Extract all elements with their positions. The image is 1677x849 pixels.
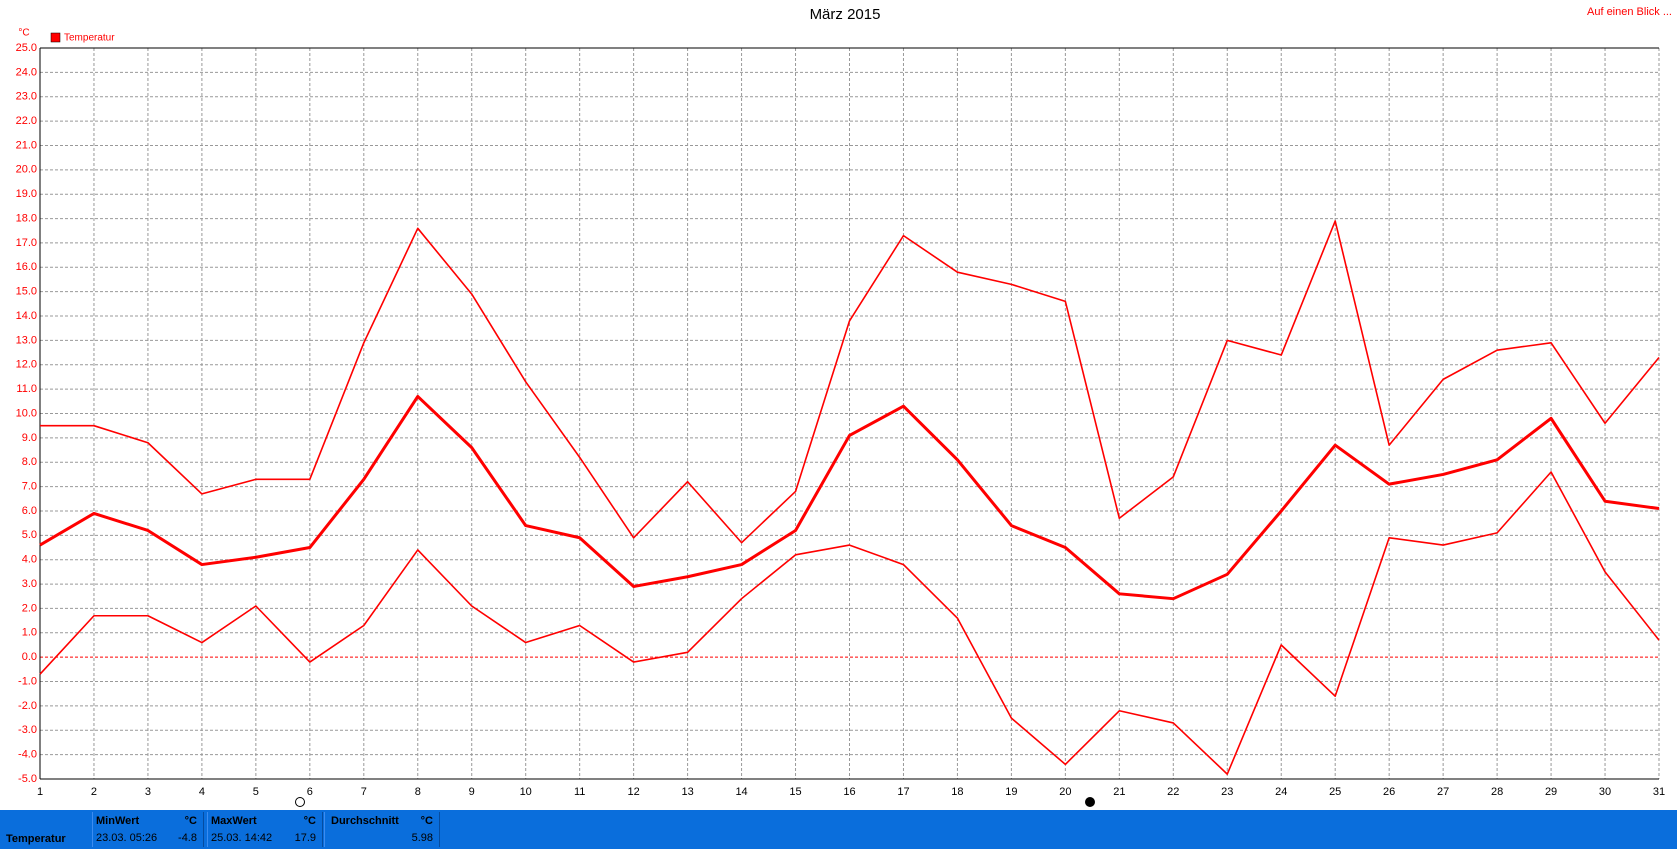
max-unit: °C <box>303 815 316 827</box>
y-tick-label: 6.0 <box>22 505 37 517</box>
x-tick-label: 31 <box>1653 786 1665 798</box>
max-cell: MaxWert °C 25.03. 14:42 17.9 <box>207 812 323 847</box>
x-tick-label: 30 <box>1599 786 1611 798</box>
x-tick-label: 9 <box>469 786 475 798</box>
y-tick-label: 8.0 <box>22 456 37 468</box>
x-tick-label: 27 <box>1437 786 1449 798</box>
link[interactable]: Auf einen Blick ... <box>1587 6 1672 18</box>
x-tick-label: 18 <box>951 786 963 798</box>
x-tick-label: 20 <box>1059 786 1071 798</box>
x-tick-label: 17 <box>897 786 909 798</box>
avg-value: 5.98 <box>411 832 433 844</box>
x-tick-label: 15 <box>789 786 801 798</box>
y-tick-label: -2.0 <box>18 700 37 712</box>
series-line <box>40 220 1660 544</box>
x-tick-label: 24 <box>1275 786 1287 798</box>
x-tick-label: 3 <box>145 786 151 798</box>
x-tick-label: 16 <box>843 786 855 798</box>
y-tick-label: 24.0 <box>16 66 37 78</box>
y-tick-label: 18.0 <box>16 212 37 224</box>
y-tick-label: -5.0 <box>18 773 37 785</box>
y-tick-label: 19.0 <box>16 188 37 200</box>
min-value: -4.8 <box>178 832 197 844</box>
avg-cell: Durchschnitt °C 5.98 <box>324 812 440 847</box>
x-tick-label: 11 <box>574 786 585 798</box>
y-tick-label: 9.0 <box>22 432 37 444</box>
x-tick-label: 13 <box>681 786 693 798</box>
max-title: MaxWert <box>211 815 257 827</box>
y-tick-label: 14.0 <box>16 310 37 322</box>
x-tick-label: 14 <box>735 786 747 798</box>
y-tick-label: 1.0 <box>22 627 37 639</box>
x-tick-label: 23 <box>1221 786 1233 798</box>
x-tick-label: 7 <box>361 786 367 798</box>
y-tick-label: -1.0 <box>18 675 37 687</box>
y-unit: °C <box>18 28 29 39</box>
min-title: MinWert <box>96 815 140 827</box>
chart-title: März 2015 <box>810 6 881 23</box>
x-tick-label: 8 <box>415 786 421 798</box>
moon-icon <box>1085 797 1095 807</box>
y-tick-label: 21.0 <box>16 139 37 151</box>
y-tick-label: -4.0 <box>18 749 37 761</box>
x-tick-label: 6 <box>307 786 313 798</box>
avg-unit: °C <box>420 815 433 827</box>
x-tick-label: 29 <box>1545 786 1557 798</box>
x-tick-label: 25 <box>1329 786 1341 798</box>
max-value: 17.9 <box>294 832 316 844</box>
y-tick-label: 16.0 <box>16 261 37 273</box>
x-tick-label: 12 <box>628 786 640 798</box>
y-tick-label: 2.0 <box>22 602 37 614</box>
y-tick-label: 25.0 <box>16 42 37 54</box>
legend-swatch <box>50 32 61 43</box>
y-tick-label: 7.0 <box>22 481 37 493</box>
chart: März 2015 Auf einen Blick ... °C Tempera… <box>16 6 1672 807</box>
y-tick-label: 3.0 <box>22 578 37 590</box>
summary-bar: Temperatur MinWert °C 23.03. 05:26 -4.8 … <box>0 810 1677 849</box>
y-tick-label: 22.0 <box>16 115 37 127</box>
y-tick-label: 20.0 <box>16 164 37 176</box>
summary-label-cell: Temperatur <box>0 812 92 847</box>
legend-label: Temperatur <box>64 33 115 44</box>
y-tick-label: 5.0 <box>22 529 37 541</box>
x-tick-label: 4 <box>199 786 205 798</box>
series-line <box>39 471 1660 775</box>
y-tick-label: 17.0 <box>16 237 37 249</box>
min-time: 23.03. 05:26 <box>96 832 158 844</box>
x-tick-label: 21 <box>1113 786 1125 798</box>
max-time: 25.03. 14:42 <box>211 832 273 844</box>
x-tick-label: 19 <box>1005 786 1017 798</box>
y-tick-label: 11.0 <box>16 383 37 395</box>
y-tick-label: 4.0 <box>22 554 37 566</box>
x-tick-label: 5 <box>253 786 259 798</box>
y-tick-label: 12.0 <box>16 359 37 371</box>
x-tick-label: 22 <box>1167 786 1179 798</box>
x-tick-label: 10 <box>520 786 532 798</box>
x-tick-label: 2 <box>91 786 97 798</box>
x-tick-label: 28 <box>1491 786 1503 798</box>
y-tick-label: 23.0 <box>16 91 37 103</box>
min-unit: °C <box>184 815 197 827</box>
x-tick-label: 1 <box>37 786 43 798</box>
summary-label: Temperatur <box>6 833 66 845</box>
min-cell: MinWert °C 23.03. 05:26 -4.8 <box>92 812 204 847</box>
moon-icon <box>295 797 305 807</box>
series-line <box>39 394 1660 601</box>
y-tick-label: 0.0 <box>22 651 37 663</box>
y-tick-label: -3.0 <box>18 724 37 736</box>
y-tick-label: 13.0 <box>16 334 37 346</box>
avg-title: Durchschnitt <box>331 815 399 827</box>
y-tick-label: 10.0 <box>16 407 37 419</box>
x-tick-label: 26 <box>1383 786 1395 798</box>
y-tick-label: 15.0 <box>16 286 37 298</box>
